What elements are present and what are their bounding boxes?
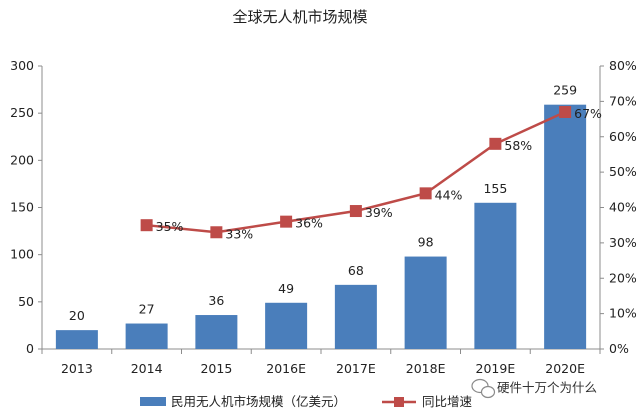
- x-tick-label: 2018E: [406, 361, 446, 376]
- legend: 民用无人机市场规模（亿美元） 同比增速: [140, 394, 473, 409]
- left-tick-label: 150: [10, 200, 34, 215]
- growth-value-label: 58%: [504, 138, 532, 153]
- legend-line-marker: [394, 397, 404, 407]
- left-tick-label: 100: [10, 247, 34, 262]
- growth-point: [210, 226, 223, 239]
- axes: 0 50 100 150 200 250 300 0% 10% 20% 30% 40% 50% 60% 70…: [10, 58, 637, 376]
- right-tick-label: 40%: [609, 200, 637, 215]
- growth-value-label: 67%: [574, 106, 602, 121]
- growth-point: [349, 205, 362, 218]
- x-tick-label: 2020E: [545, 361, 585, 376]
- bar: [125, 323, 168, 349]
- wechat-icon: [471, 378, 496, 399]
- left-tick-label: 250: [10, 105, 34, 120]
- left-tick-label: 300: [10, 58, 34, 73]
- growth-point: [559, 105, 572, 118]
- x-tick-label: 2017E: [336, 361, 376, 376]
- bar-value-label: 98: [418, 235, 434, 250]
- growth-value-label: 36%: [295, 216, 323, 231]
- growth-line: 35% 33% 36% 39% 44% 58% 67%: [140, 105, 602, 241]
- legend-line-label: 同比增速: [422, 394, 473, 409]
- right-tick-label: 0%: [609, 341, 629, 356]
- growth-point: [419, 187, 432, 200]
- right-tick-label: 60%: [609, 129, 637, 144]
- watermark: 硬件十万个为什么: [471, 378, 597, 399]
- bar-value-label: 27: [139, 302, 155, 317]
- right-tick-label: 70%: [609, 93, 637, 108]
- growth-point: [140, 219, 153, 232]
- x-tick-label: 2015: [200, 361, 232, 376]
- right-tick-label: 30%: [609, 235, 637, 250]
- bar: [265, 302, 308, 349]
- x-tick-label: 2013: [61, 361, 93, 376]
- bar: [404, 256, 447, 349]
- bar: [55, 330, 98, 349]
- bar-value-label: 49: [278, 281, 294, 296]
- growth-value-label: 33%: [225, 226, 253, 241]
- legend-bar-label: 民用无人机市场规模（亿美元）: [171, 394, 346, 409]
- watermark-text: 硬件十万个为什么: [497, 380, 597, 395]
- bar-value-label: 20: [69, 308, 85, 323]
- growth-value-label: 39%: [365, 205, 393, 220]
- bar: [195, 315, 238, 349]
- bar: [544, 104, 587, 349]
- left-tick-label: 200: [10, 152, 34, 167]
- bar: [334, 284, 377, 349]
- bar-value-label: 155: [483, 181, 507, 196]
- x-tick-label: 2016E: [266, 361, 306, 376]
- left-tick-label: 0: [26, 341, 34, 356]
- bar-value-label: 259: [553, 83, 577, 98]
- bar-labels: 20 27 36 49 68 98 155 259: [69, 83, 577, 323]
- left-tick-label: 50: [18, 294, 34, 309]
- growth-point: [489, 137, 502, 150]
- growth-value-label: 44%: [435, 187, 463, 202]
- chart-title: 全球无人机市场规模: [232, 8, 367, 26]
- bar-value-label: 36: [208, 293, 224, 308]
- right-tick-label: 50%: [609, 164, 637, 179]
- bar: [474, 202, 517, 349]
- bar-value-label: 68: [348, 263, 364, 278]
- growth-point: [280, 215, 293, 228]
- right-tick-label: 80%: [609, 58, 637, 73]
- x-tick-label: 2014: [131, 361, 163, 376]
- right-tick-label: 10%: [609, 306, 637, 321]
- bars: [55, 104, 587, 349]
- legend-bar-swatch: [140, 397, 166, 406]
- right-tick-label: 20%: [609, 270, 637, 285]
- growth-value-label: 35%: [156, 219, 184, 234]
- x-tick-label: 2019E: [476, 361, 516, 376]
